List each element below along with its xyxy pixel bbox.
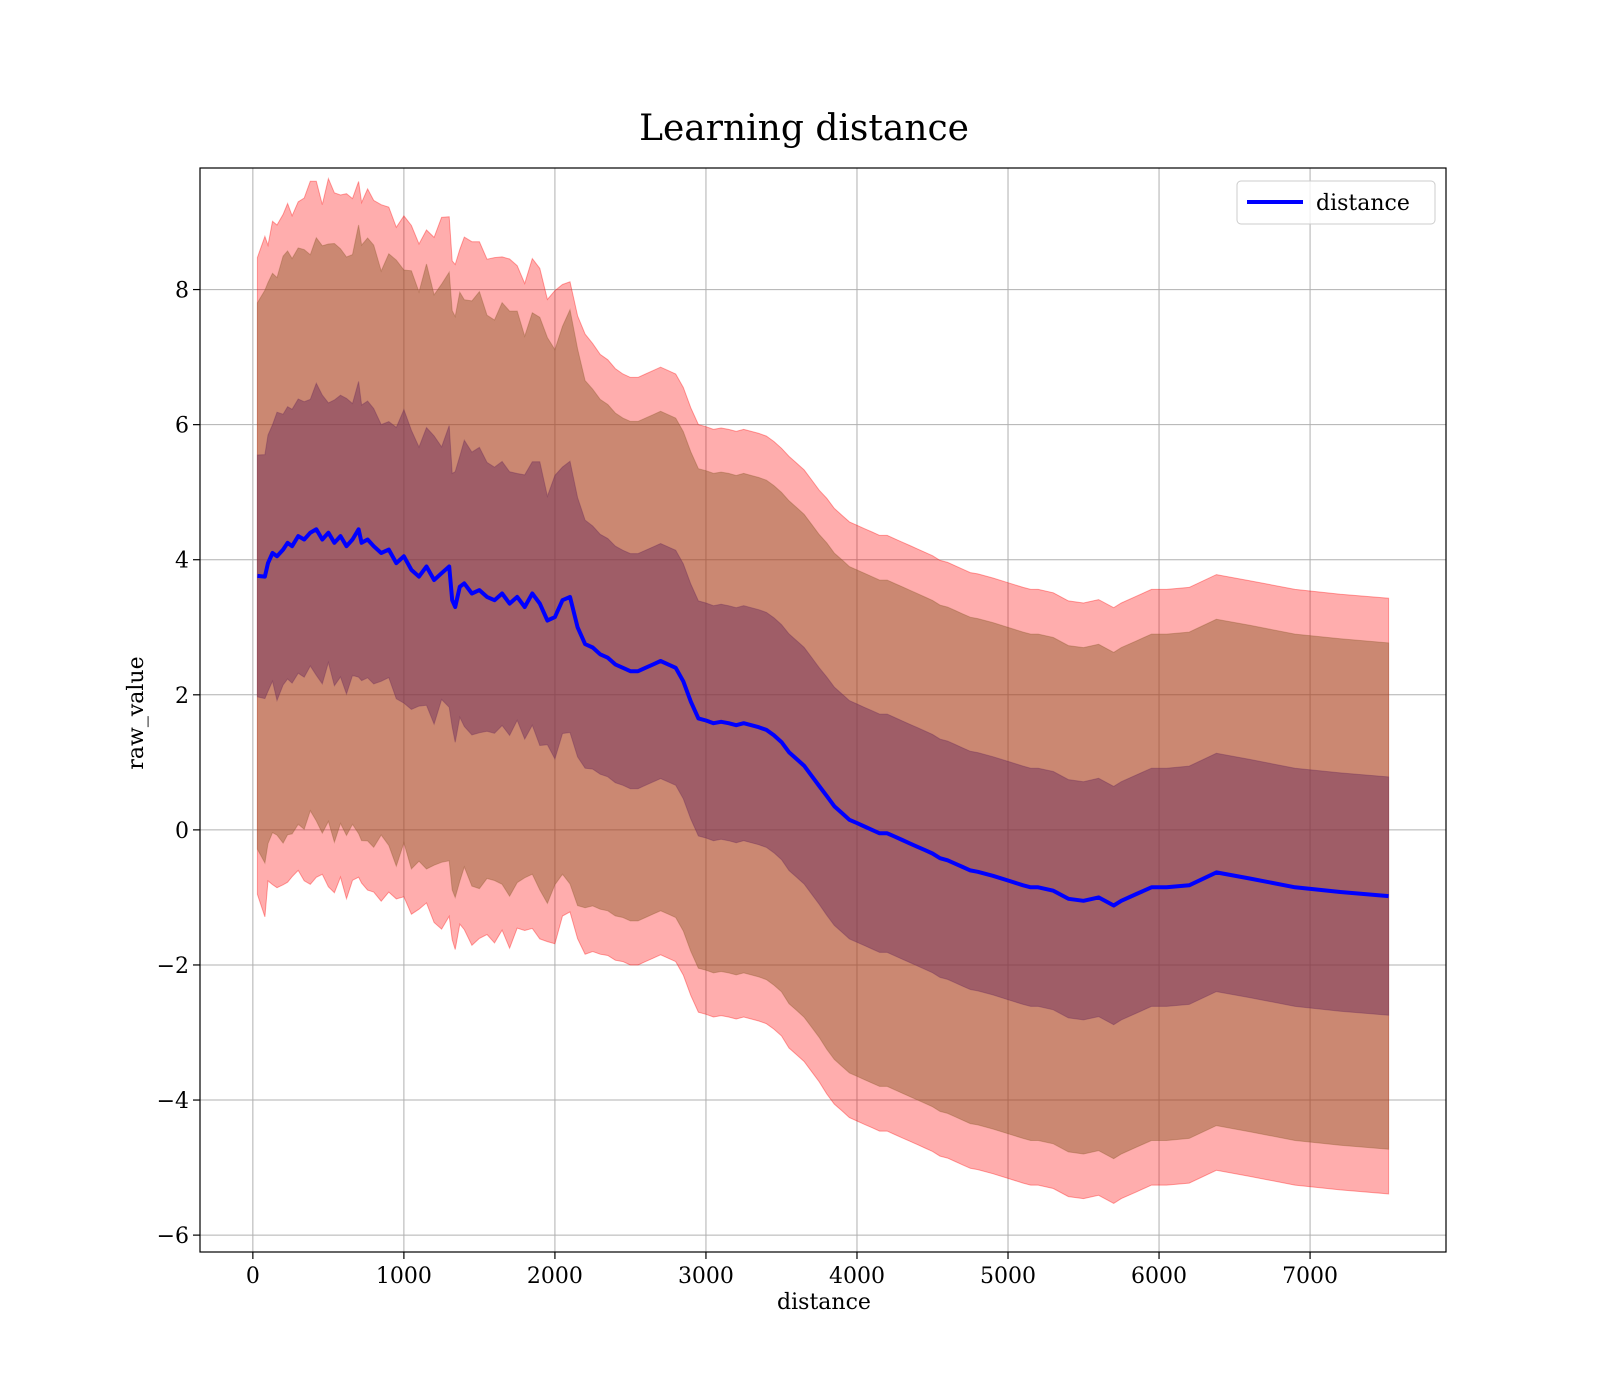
- y-tick-label-7: 8: [175, 279, 189, 304]
- y-tick-label-4: 2: [175, 684, 189, 709]
- legend-label-distance: distance: [1316, 191, 1410, 216]
- x-tick-label-3: 3000: [678, 1264, 734, 1289]
- chart-title: Learning distance: [639, 108, 969, 149]
- confidence-band-1: [256, 224, 1390, 1160]
- x-tick-label-1: 1000: [376, 1264, 432, 1289]
- y-tick-label-1: −4: [157, 1089, 189, 1114]
- y-axis-label: raw_value: [124, 656, 149, 769]
- confidence-band-2: [256, 381, 1390, 1026]
- x-tick-label-2: 2000: [527, 1264, 583, 1289]
- x-axis-label: distance: [777, 1290, 871, 1315]
- x-tick-label-4: 4000: [829, 1264, 885, 1289]
- y-tick-label-6: 6: [175, 414, 189, 439]
- x-tick-label-0: 0: [246, 1264, 260, 1289]
- confidence-band-0: [256, 176, 1390, 1204]
- series-line-distance: [257, 527, 1389, 908]
- x-tick-label-7: 7000: [1282, 1264, 1338, 1289]
- x-tick-label-6: 6000: [1131, 1264, 1187, 1289]
- y-tick-label-5: 4: [175, 549, 189, 574]
- legend-box: [1236, 180, 1436, 225]
- legend: distance: [1236, 180, 1436, 225]
- y-tick-label-0: −6: [157, 1224, 189, 1249]
- plot-area: 0 1000 2000 3000 4000 5000 6000 7000 −6 −4 −2 0 2 4 6 8: [157, 167, 1447, 1289]
- x-tick-label-5: 5000: [980, 1264, 1036, 1289]
- axes-frame: [199, 167, 1447, 1253]
- y-tick-label-2: −2: [157, 954, 189, 979]
- y-tick-label-3: 0: [175, 819, 189, 844]
